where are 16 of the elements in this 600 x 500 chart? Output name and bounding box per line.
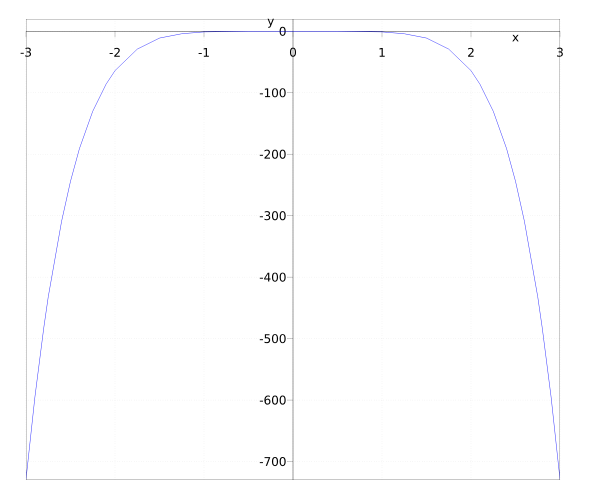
y-tick-label: -100 [260, 88, 286, 98]
x-tick-label: -2 [110, 48, 120, 57]
x-tick-label: 2 [468, 48, 474, 57]
y-tick-label: -300 [260, 211, 286, 220]
y-tick-label: -600 [260, 396, 286, 405]
y-tick-label: -500 [260, 334, 286, 344]
x-axis-title: x [512, 34, 519, 42]
y-tick-label: -200 [260, 150, 286, 159]
y-tick-label: -700 [260, 457, 286, 466]
x-tick-label: 0 [290, 48, 296, 57]
x-tick-label: -3 [20, 48, 32, 57]
y-tick-label: -400 [260, 272, 286, 282]
y-axis-title: y [268, 18, 274, 28]
x-tick-label: 3 [557, 48, 563, 57]
x-tick-label: 1 [380, 48, 385, 57]
x-tick-label: -1 [198, 48, 209, 57]
